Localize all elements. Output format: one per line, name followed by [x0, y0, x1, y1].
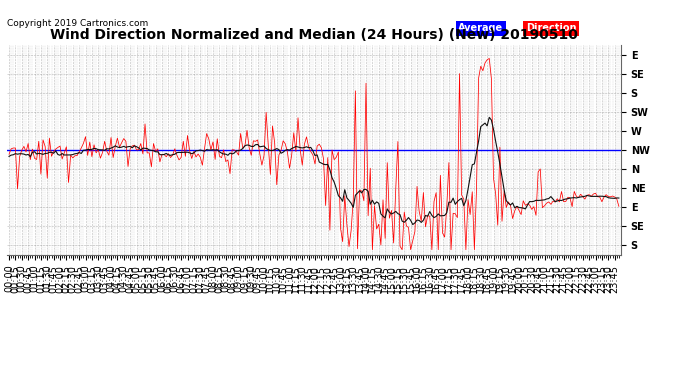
Text: Direction: Direction	[526, 24, 576, 33]
Text: Average: Average	[458, 24, 504, 33]
Title: Wind Direction Normalized and Median (24 Hours) (New) 20190510: Wind Direction Normalized and Median (24…	[50, 28, 578, 42]
Text: Copyright 2019 Cartronics.com: Copyright 2019 Cartronics.com	[7, 19, 148, 28]
